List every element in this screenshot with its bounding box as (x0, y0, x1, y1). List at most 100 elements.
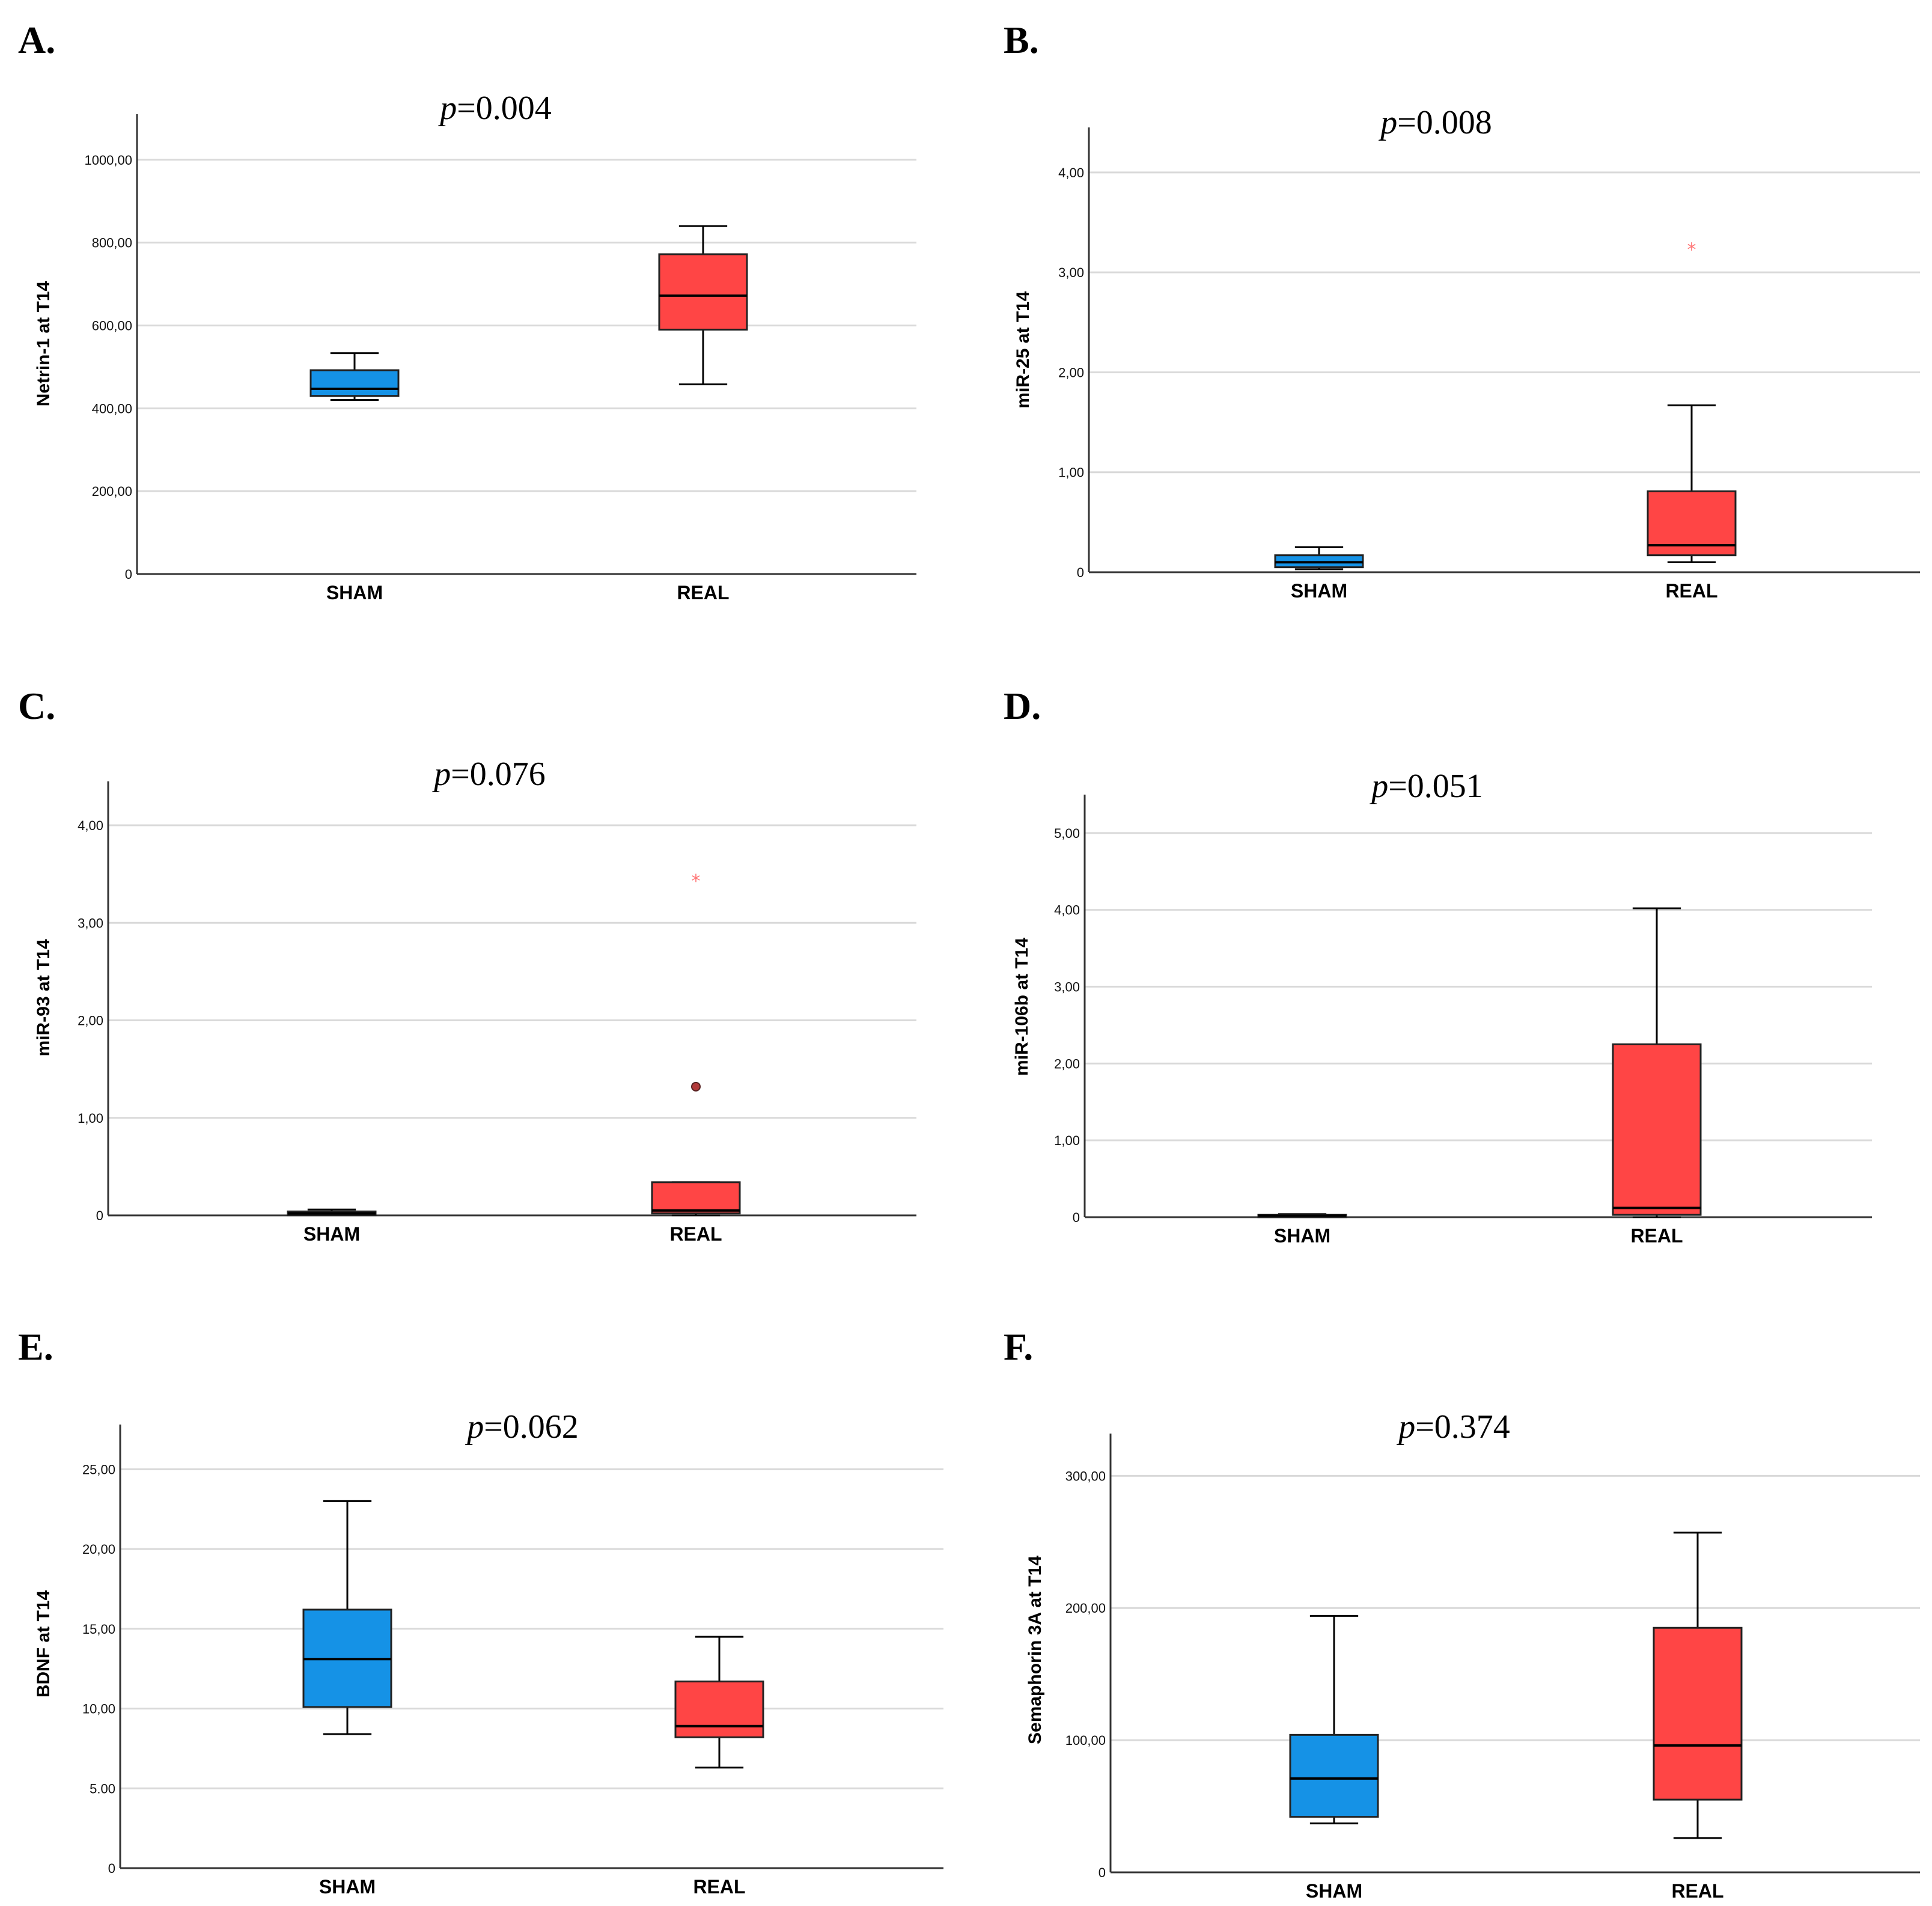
box-real: * (651, 871, 741, 1217)
box-real: * (1647, 240, 1737, 563)
y-tick-label: 0 (108, 1861, 115, 1876)
y-tick-label: 1,00 (1054, 1133, 1080, 1148)
box-sham (309, 352, 400, 402)
box-iqr (658, 253, 748, 331)
y-axis-label: Semaphorin 3A at T14 (1025, 1556, 1045, 1744)
y-tick-label: 200,00 (1065, 1601, 1106, 1616)
y-tick-label: 15,00 (82, 1622, 115, 1637)
p-value-title: p=0.004 (437, 90, 552, 127)
category-label-real: REAL (677, 582, 729, 603)
box-sham (287, 1208, 377, 1217)
y-axis-label: miR-25 at T14 (1013, 291, 1033, 408)
category-label-real: REAL (669, 1223, 722, 1245)
panel-letter: D. (1004, 685, 1041, 727)
y-tick-label: 400,00 (92, 401, 132, 416)
box-iqr (1612, 1043, 1702, 1216)
panel-letter: A. (18, 19, 55, 61)
y-tick-label: 0 (1077, 565, 1084, 580)
category-label-real: REAL (1665, 580, 1717, 602)
p-value-number: =0.076 (451, 756, 546, 793)
p-value-symbol: p (465, 1408, 484, 1446)
category-label-real: REAL (693, 1876, 745, 1898)
y-axis-label: BDNF at T14 (34, 1590, 53, 1698)
y-tick-label: 25,00 (82, 1462, 115, 1477)
box-real (658, 225, 748, 385)
y-tick-label: 20,00 (82, 1542, 115, 1557)
y-axis-label: miR-106b at T14 (1012, 938, 1032, 1076)
chart-panel-3: C. p=0.076 0 1,00 2,00 3,00 4,00 miR-93 at T14 S… (18, 685, 916, 1245)
panel-letter: E. (18, 1325, 53, 1368)
y-tick-label: 1000,00 (84, 153, 132, 168)
box-real (1612, 907, 1702, 1218)
y-tick-label: 5.00 (90, 1781, 115, 1796)
p-value-symbol: p (1369, 768, 1388, 805)
y-tick-label: 3,00 (1058, 265, 1084, 280)
y-tick-label: 0 (96, 1208, 103, 1223)
p-value-number: =0.374 (1415, 1408, 1510, 1446)
y-tick-label: 200,00 (92, 484, 132, 499)
box-iqr (651, 1181, 741, 1215)
chart-panel-4: D. p=0.051 0 1,00 2,00 3,00 4,00 5,00 miR-106b a… (1004, 685, 1872, 1247)
y-tick-label: 0 (125, 567, 132, 582)
p-value-title: p=0.062 (465, 1408, 579, 1446)
panel-letter: F. (1004, 1325, 1033, 1368)
p-value-symbol: p (1396, 1408, 1415, 1446)
y-tick-label: 4,00 (1054, 903, 1080, 918)
category-label-sham: SHAM (303, 1223, 360, 1245)
category-label-real: REAL (1630, 1225, 1683, 1247)
chart-panel-5: E. p=0.062 0 5.00 10,00 15,00 20,00 25,00 BDNF a… (18, 1325, 943, 1898)
category-label-sham: SHAM (319, 1876, 376, 1898)
box-sham (1257, 1213, 1347, 1218)
box-sham (1289, 1614, 1379, 1825)
y-tick-label: 0 (1099, 1865, 1106, 1880)
chart-panel-1: A. p=0.004 0 200,00 400,00 600,00 800,00 1000,0… (18, 19, 916, 603)
y-tick-label: 600,00 (92, 318, 132, 333)
y-tick-label: 3,00 (78, 915, 103, 930)
box-iqr (309, 369, 400, 397)
p-value-number: =0.051 (1388, 768, 1483, 805)
box-iqr (1653, 1627, 1743, 1801)
outlier-extreme-star: * (1687, 240, 1696, 261)
box-sham (302, 1500, 392, 1735)
p-value-symbol: p (1378, 104, 1397, 141)
y-tick-label: 1,00 (78, 1111, 103, 1126)
category-label-sham: SHAM (1274, 1225, 1330, 1247)
y-axis-label: miR-93 at T14 (34, 939, 53, 1056)
y-tick-label: 100,00 (1065, 1733, 1106, 1748)
panel-letter: C. (18, 685, 55, 727)
p-value-symbol: p (431, 756, 451, 793)
y-tick-label: 4,00 (78, 818, 103, 833)
y-tick-label: 1,00 (1058, 465, 1084, 480)
box-iqr (674, 1680, 764, 1738)
box-iqr (1289, 1733, 1379, 1818)
category-label-real: REAL (1671, 1880, 1723, 1902)
y-tick-label: 0 (1073, 1210, 1080, 1225)
y-tick-label: 2,00 (1058, 365, 1084, 380)
p-value-symbol: p (437, 90, 457, 127)
y-tick-label: 300,00 (1065, 1468, 1106, 1483)
y-axis-label: Netrin-1 at T14 (34, 281, 53, 406)
category-label-sham: SHAM (1291, 580, 1347, 602)
y-tick-label: 800,00 (92, 236, 132, 251)
p-value-number: =0.004 (457, 90, 552, 127)
category-label-sham: SHAM (1306, 1880, 1362, 1902)
chart-panel-6: F. p=0.374 0 100,00 200,00 300,00 Semaphorin 3… (1004, 1325, 1920, 1902)
y-tick-label: 2,00 (1054, 1056, 1080, 1071)
chart-panel-2: B. p=0.008 0 1,00 2,00 3,00 4,00 miR-25 at T14 S… (1004, 19, 1920, 602)
panel-letter: B. (1004, 19, 1039, 61)
p-value-title: p=0.008 (1378, 104, 1492, 141)
y-tick-label: 10,00 (82, 1702, 115, 1717)
p-value-title: p=0.374 (1396, 1408, 1510, 1446)
p-value-title: p=0.076 (431, 756, 546, 793)
box-real (1653, 1532, 1743, 1839)
y-tick-label: 5,00 (1054, 826, 1080, 841)
outlier-extreme-star: * (692, 871, 701, 892)
outlier-circle (691, 1081, 701, 1092)
p-value-number: =0.062 (484, 1408, 579, 1446)
y-tick-label: 3,00 (1054, 980, 1080, 995)
p-value-number: =0.008 (1397, 104, 1492, 141)
y-tick-label: 2,00 (78, 1013, 103, 1028)
y-tick-label: 4,00 (1058, 165, 1084, 180)
box-sham (1274, 546, 1364, 570)
